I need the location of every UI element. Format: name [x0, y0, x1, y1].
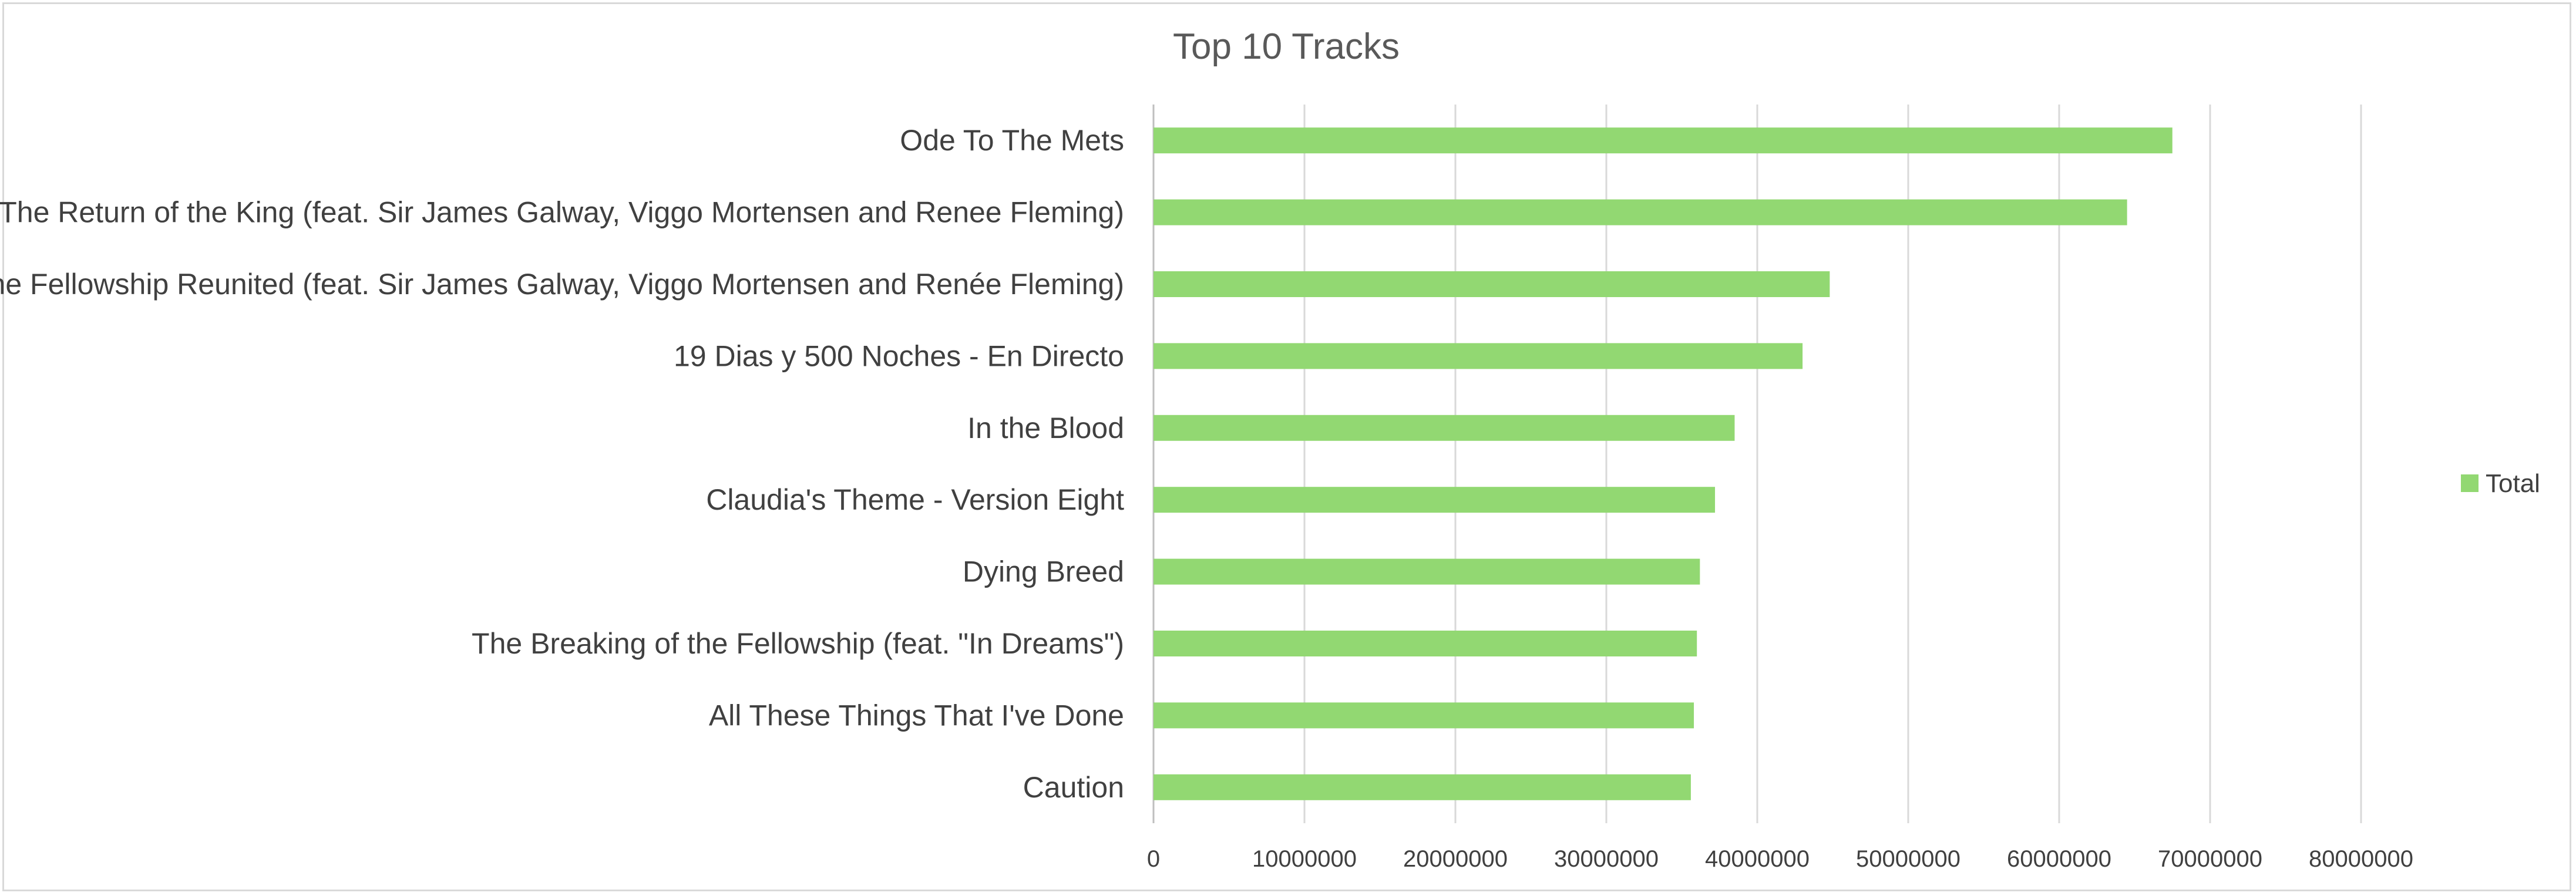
category-label: Dying Breed [963, 555, 1124, 588]
category-labels: Ode To The Mets The Return of the King (f… [0, 124, 1124, 804]
x-tick-label: 60000000 [2007, 846, 2111, 872]
x-tick-label: 70000000 [2158, 846, 2262, 872]
bar [1154, 343, 1803, 369]
bar [1154, 631, 1697, 656]
category-label: The Return of the King (feat. Sir James … [0, 196, 1124, 229]
bars [1154, 127, 2173, 800]
x-tick-label: 0 [1147, 846, 1160, 872]
category-label: 19 Dias y 500 Noches - En Directo [674, 339, 1124, 372]
bar [1154, 271, 1830, 297]
category-label: All These Things That I've Done [709, 699, 1124, 732]
bar [1154, 558, 1700, 585]
category-label: The Breaking of the Fellowship (feat. "I… [472, 627, 1124, 660]
x-tick-label: 10000000 [1252, 846, 1357, 872]
chart-title: Top 10 Tracks [1173, 26, 1400, 67]
x-axis-tick-labels: 0 10000000 20000000 30000000 40000000 5000000… [1147, 846, 2413, 872]
bar [1154, 774, 1691, 800]
x-tick-label: 40000000 [1705, 846, 1810, 872]
bar [1154, 702, 1694, 729]
category-label: Claudia's Theme - Version Eight [706, 483, 1124, 516]
bar [1154, 487, 1716, 513]
x-tick-label: 50000000 [1856, 846, 1960, 872]
legend: Total [2461, 469, 2540, 498]
x-tick-label: 80000000 [2309, 846, 2413, 872]
category-label: Caution [1023, 771, 1124, 804]
legend-label-total: Total [2486, 469, 2540, 498]
x-tick-label: 30000000 [1554, 846, 1659, 872]
category-label: In the Blood [967, 412, 1124, 444]
bar [1154, 199, 2127, 225]
x-tick-label: 20000000 [1403, 846, 1508, 872]
legend-swatch-total [2461, 474, 2479, 492]
bar [1154, 415, 1735, 441]
category-label: The Fellowship Reunited (feat. Sir James… [0, 268, 1124, 301]
bar [1154, 127, 2173, 154]
category-label: Ode To The Mets [900, 124, 1124, 157]
